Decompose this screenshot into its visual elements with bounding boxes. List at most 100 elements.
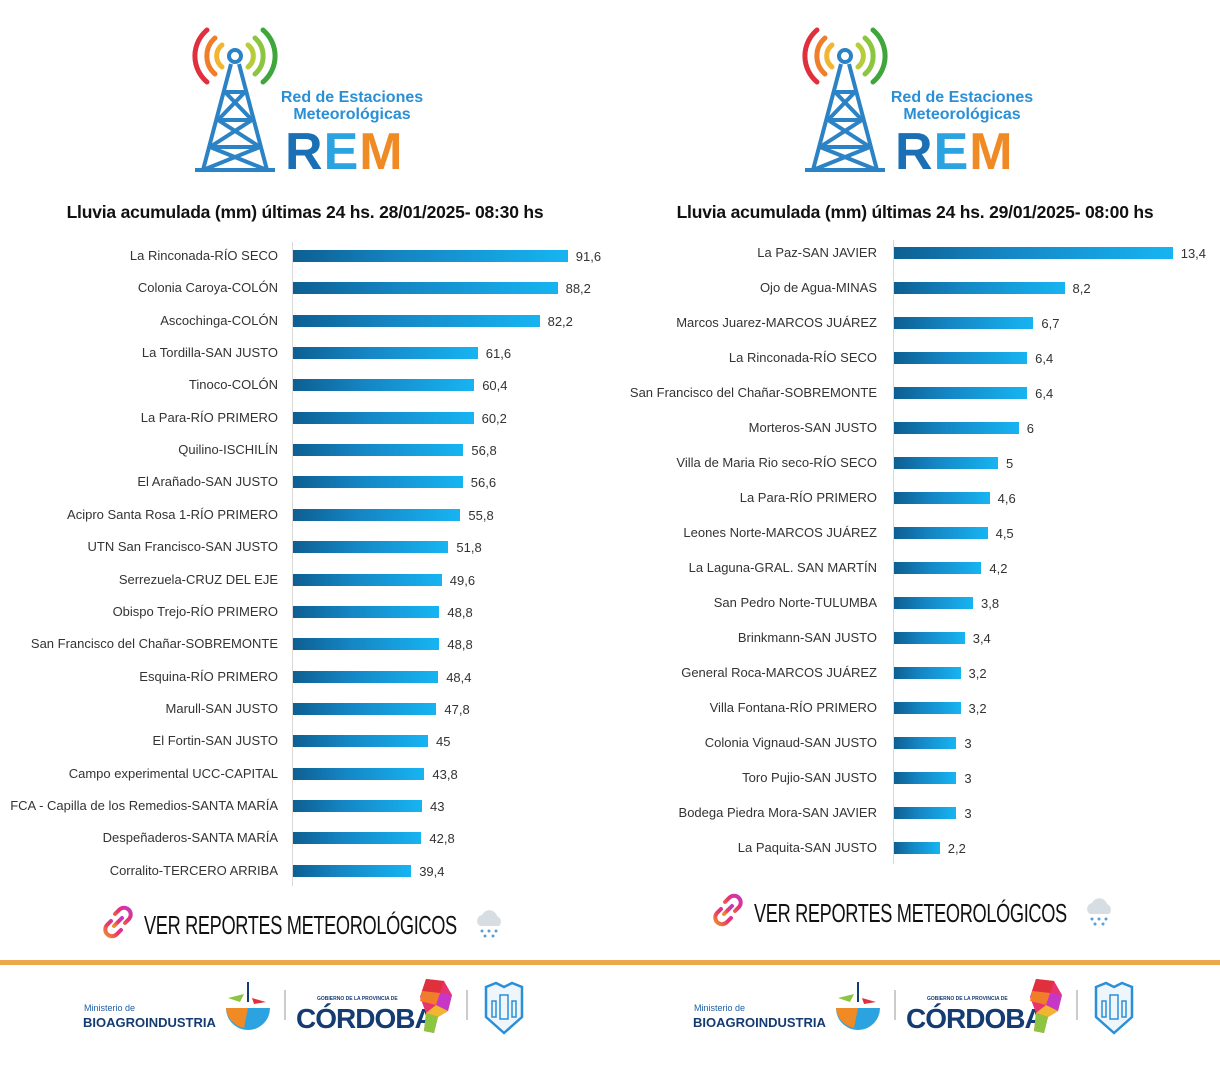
value-label: 55,8 <box>468 507 494 523</box>
value-label: 48,8 <box>447 604 473 620</box>
value-label: 3,8 <box>981 596 1000 611</box>
value-label: 56,8 <box>471 443 497 459</box>
logo-line2: Meteorológicas <box>903 106 1021 123</box>
bar <box>293 638 440 651</box>
logo-acronym: REM <box>895 126 1014 178</box>
bar <box>293 250 568 262</box>
logo-letter: R <box>285 123 324 181</box>
value-label: 2,2 <box>947 841 966 856</box>
category-label: Brinkmann-SAN JUSTO <box>737 630 877 645</box>
orange-divider <box>0 960 610 965</box>
category-label: La Laguna-GRAL. SAN MARTÍN <box>688 560 877 575</box>
cordoba-map-icon <box>418 977 454 1040</box>
ministry-small-text: Ministerio de <box>84 1003 136 1013</box>
category-label: El Fortin-SAN JUSTO <box>152 733 278 749</box>
logo-line2: Meteorológicas <box>293 106 411 123</box>
reports-link[interactable]: VER REPORTES METEOROLÓGICOS <box>710 892 1201 933</box>
value-label: 82,2 <box>547 313 573 329</box>
logo-letter: M <box>359 123 404 181</box>
logo-letter: M <box>969 123 1014 181</box>
city-shield-icon <box>1092 981 1136 1040</box>
value-label: 56,6 <box>470 475 497 491</box>
category-label: Quilino-ISCHILÍN <box>178 442 278 458</box>
category-label: Campo experimental UCC-CAPITAL <box>68 765 278 781</box>
bar <box>894 527 988 539</box>
bar <box>293 379 475 392</box>
logo-acronym: REM <box>285 126 404 178</box>
cordoba-map-icon <box>1028 977 1064 1040</box>
category-label: Ojo de Agua-MINAS <box>759 280 877 295</box>
logo-letter: E <box>323 123 360 181</box>
bar <box>293 767 425 780</box>
category-label: Serrezuela-CRUZ DEL EJE <box>118 571 278 587</box>
reports-link[interactable]: VER REPORTES METEOROLÓGICOS <box>100 904 591 945</box>
bar <box>293 541 449 554</box>
value-label: 48,4 <box>446 669 472 685</box>
link-label[interactable]: VER REPORTES METEOROLÓGICOS <box>144 909 457 940</box>
category-label: El Arañado-SAN JUSTO <box>137 474 278 490</box>
category-label: La Paquita-SAN JUSTO <box>737 840 877 855</box>
link-label[interactable]: VER REPORTES METEOROLÓGICOS <box>754 897 1067 928</box>
category-label: UTN San Francisco-SAN JUSTO <box>87 539 278 555</box>
value-label: 88,2 <box>565 281 591 297</box>
value-label: 3 <box>964 736 972 751</box>
category-label: Toro Pujio-SAN JUSTO <box>742 770 877 785</box>
value-label: 48,8 <box>447 637 473 653</box>
bar <box>293 670 439 683</box>
rain-cloud-icon <box>1082 896 1116 933</box>
bar <box>894 597 974 609</box>
rem-logo: Red de Estaciones Meteorológicas REM <box>185 22 435 182</box>
bar <box>293 282 558 295</box>
separator <box>284 990 286 1020</box>
bar <box>293 702 437 715</box>
chart-panel-jan-28: Red de Estaciones Meteorológicas REM Lluvia… <box>0 0 611 1070</box>
category-label: La Paz-SAN JAVIER <box>757 245 877 260</box>
bar <box>293 864 412 877</box>
bar <box>293 832 422 845</box>
link-icon <box>100 904 136 945</box>
bioagro-emblem-icon <box>222 980 274 1037</box>
footer-logos: Ministerio de BIOAGROINDUSTRIA GOBIERNO DE… <box>0 975 610 1045</box>
bar <box>293 799 422 812</box>
value-label: 47,8 <box>444 701 470 717</box>
rain-cloud-icon <box>472 908 506 945</box>
y-axis-line <box>292 242 293 886</box>
bar <box>293 605 440 618</box>
category-label: FCA - Capilla de los Remedios-SANTA MARÍ… <box>10 797 278 813</box>
logo-line1: Red de Estaciones <box>280 89 424 106</box>
category-label: Colonia Caroya-COLÓN <box>137 280 278 296</box>
cordoba-name: CÓRDOBA <box>906 1003 1045 1034</box>
value-label: 43 <box>430 798 445 814</box>
bar <box>293 411 474 424</box>
value-label: 39,4 <box>419 863 445 879</box>
value-label: 5 <box>1006 456 1014 471</box>
bar <box>293 508 461 521</box>
bar <box>894 702 961 714</box>
category-label: Marull-SAN JUSTO <box>165 700 278 716</box>
bar <box>894 562 982 574</box>
value-label: 3,4 <box>972 631 991 646</box>
category-label: General Roca-MARCOS JUÁREZ <box>681 665 877 680</box>
category-label: Leones Norte-MARCOS JUÁREZ <box>683 525 877 540</box>
value-label: 42,8 <box>429 831 455 847</box>
separator <box>1076 990 1078 1020</box>
category-label: Colonia Vignaud-SAN JUSTO <box>704 735 877 750</box>
footer-logos: Ministerio de BIOAGROINDUSTRIA GOBIERNO DE… <box>610 975 1220 1045</box>
bar <box>894 352 1028 364</box>
value-label: 6,4 <box>1035 386 1054 401</box>
logo-letter: E <box>933 123 970 181</box>
rem-logo: Red de Estaciones Meteorológicas REM <box>795 22 1045 182</box>
bar <box>293 444 464 457</box>
category-label: Ascochinga-COLÓN <box>160 312 278 328</box>
ministry-small-text: Ministerio de <box>694 1003 746 1013</box>
bar <box>894 492 990 504</box>
bar <box>293 735 428 748</box>
cordoba-name: CÓRDOBA <box>296 1003 435 1034</box>
bar <box>894 457 998 469</box>
chart-title: Lluvia acumulada (mm) últimas 24 hs. 28/… <box>66 202 544 222</box>
ministry-name: BIOAGROINDUSTRIA <box>693 1015 826 1030</box>
value-label: 4,2 <box>989 561 1008 576</box>
category-label: Obispo Trejo-RÍO PRIMERO <box>112 603 278 619</box>
logo-letter: R <box>895 123 934 181</box>
category-label: La Rinconada-RÍO SECO <box>129 248 278 263</box>
